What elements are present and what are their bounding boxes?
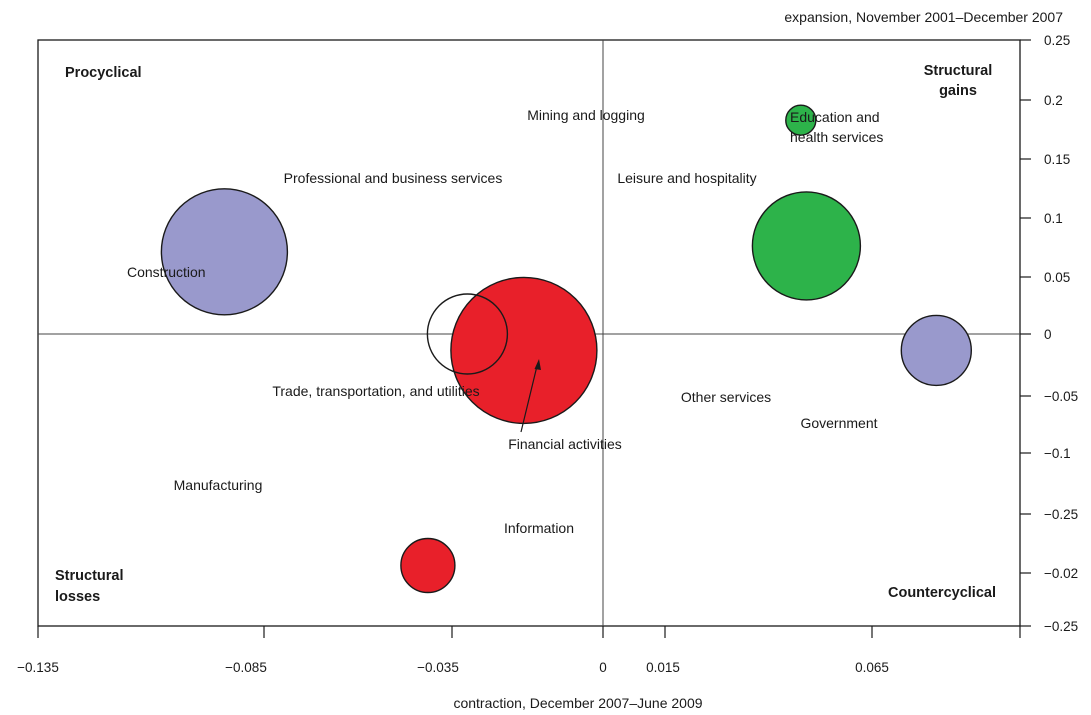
y-tick-label: −0.05 [1044, 389, 1078, 404]
y-tick-label: 0.15 [1044, 152, 1070, 167]
bubble-label-professional-and-business-services: Professional and business services [284, 170, 503, 186]
bubble-label-government: Government [800, 415, 877, 431]
x-tick-label: 0 [599, 660, 607, 675]
x-axis-title: contraction, December 2007–June 2009 [453, 695, 702, 711]
bubble-label-construction: Construction [127, 264, 206, 280]
bubble-other-services [900, 314, 972, 387]
y-tick-label: 0.05 [1044, 270, 1070, 285]
bubble-label-mining-and-logging: Mining and logging [527, 107, 645, 123]
quadrant-label-procyclical: Procyclical [65, 65, 142, 81]
bubble-labels: Construction Professional and business se… [127, 107, 883, 536]
x-tick-label: −0.085 [225, 660, 267, 675]
y-tick-label: −0.1 [1044, 446, 1071, 461]
bubbles [160, 104, 972, 594]
bubble-label-education-and-health-services: health services [790, 129, 883, 145]
bubble-label-leisure-and-hospitality: Leisure and hospitality [617, 170, 756, 186]
x-tick-label: 0.065 [855, 660, 889, 675]
quadrant-label-structural-gains-line2: gains [939, 83, 977, 99]
bubble-label-manufacturing: Manufacturing [174, 477, 263, 493]
y-tick-label: 0 [1044, 327, 1052, 342]
quadrant-label-structural-losses-line2: losses [55, 589, 100, 605]
bubble-label-information: Information [504, 520, 574, 536]
quadrant-label-countercyclical: Countercyclical [888, 585, 996, 601]
y-tick-label: 0.1 [1044, 211, 1063, 226]
financial-activities-arrow-line [520, 365, 538, 433]
bubble-label-trade-transportation-and-utilities: Trade, transportation, and utilities [272, 383, 479, 399]
bubble-trade-transportation-and-utilities [450, 276, 598, 425]
x-tick-label: −0.135 [17, 660, 59, 675]
y-tick-label: −0.02 [1044, 566, 1078, 581]
plot-frame [37, 39, 1021, 627]
bubble-information [400, 537, 456, 594]
financial-activities-arrowhead [534, 359, 541, 370]
bubble-financial-activities [426, 293, 509, 375]
x-axis-ticks: −0.135 −0.085 −0.035 0 0.015 0.065 [17, 626, 1021, 675]
y-tick-label: 0.2 [1044, 93, 1063, 108]
y-tick-label: −0.25 [1044, 507, 1078, 522]
y-tick-label: −0.25 [1044, 619, 1078, 634]
bubble-professional-and-business-services [160, 188, 289, 316]
bubble-leisure-and-hospitality [751, 191, 862, 301]
x-tick-label: 0.015 [646, 660, 680, 675]
y-tick-label: 0.25 [1044, 33, 1070, 48]
x-tick-label: −0.035 [417, 660, 459, 675]
quadrant-label-structural-gains-line1: Structural [924, 63, 993, 79]
bubble-label-other-services: Other services [681, 389, 771, 405]
quadrant-label-structural-losses-line1: Structural [55, 568, 124, 584]
y-axis-title: expansion, November 2001–December 2007 [784, 9, 1063, 25]
y-axis-ticks: 0.25 0.2 0.15 0.1 0.05 0 −0.05 −0.1 −0.25 −0.02 −0… [1020, 33, 1078, 634]
bubble-label-education-and-health-services: Education and [790, 109, 880, 125]
bubble-mining-and-logging [785, 104, 817, 136]
bubble-label-financial-activities: Financial activities [508, 436, 622, 452]
